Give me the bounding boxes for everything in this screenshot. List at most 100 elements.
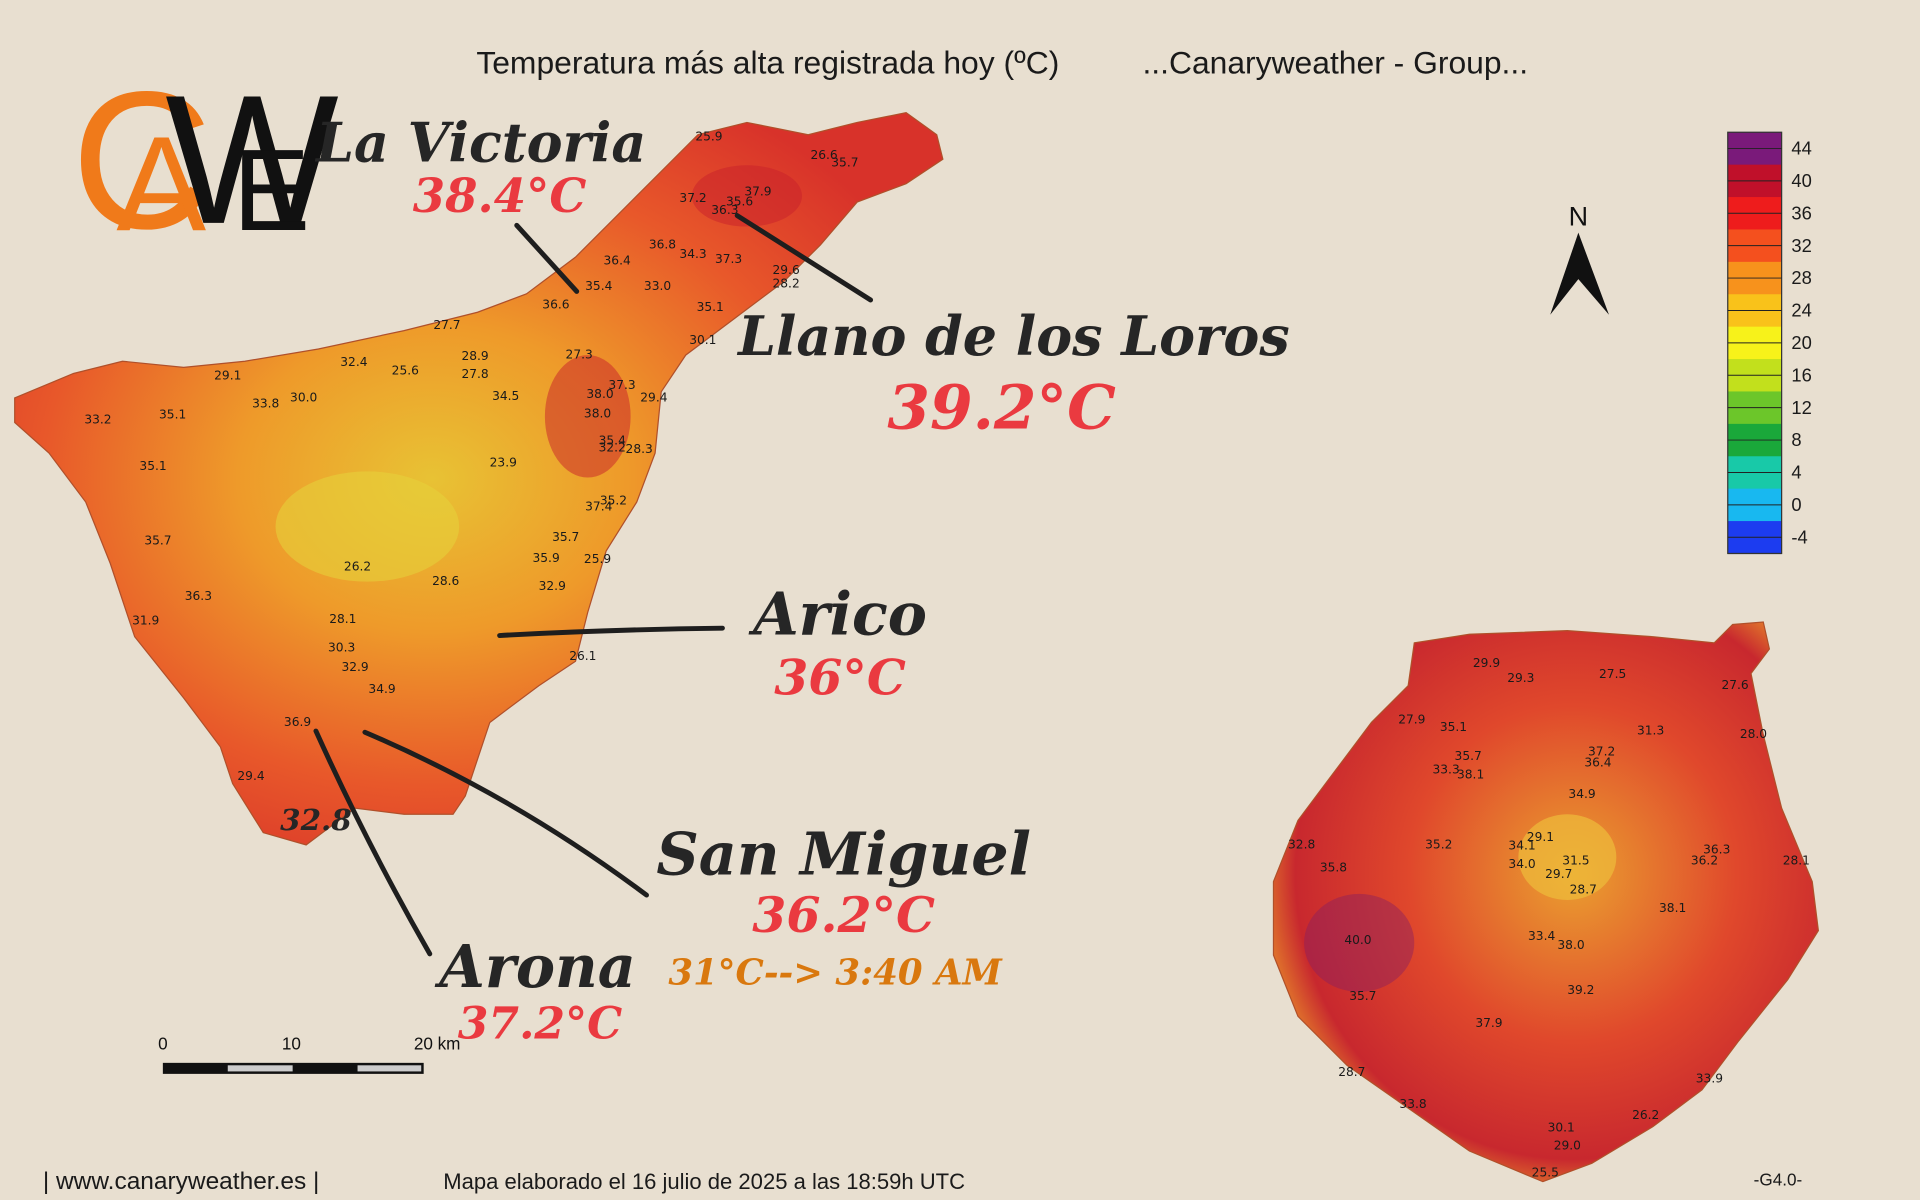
teide-area: [275, 471, 460, 582]
place-temp: 39.2°C: [887, 373, 1116, 444]
compass-arrow: [1550, 232, 1609, 315]
station-label: 28.7: [1338, 1065, 1365, 1079]
gran-canaria-island: [1272, 621, 1820, 1183]
hot-spot: [691, 165, 803, 227]
legend-tick-label: 20: [1791, 332, 1811, 353]
place-note: 31°C--> 3:40 AM: [668, 952, 1003, 993]
station-label: 31.5: [1562, 853, 1589, 867]
station-label: 37.9: [1475, 1016, 1502, 1030]
station-label: 35.4: [599, 433, 626, 447]
station-label: 35.7: [831, 155, 858, 169]
station-label: 25.5: [1532, 1166, 1559, 1180]
station-label: 31.3: [1637, 724, 1664, 738]
station-label: 27.7: [433, 318, 460, 332]
leader-line: [313, 728, 433, 957]
station-label: 26.2: [344, 559, 371, 573]
station-label: 34.3: [679, 247, 706, 261]
hot-spot: [544, 355, 631, 478]
station-label: 35.7: [1455, 749, 1482, 763]
station-label: 37.2: [1588, 744, 1615, 758]
place-name: La Victoria: [314, 111, 646, 175]
station-label: 34.5: [492, 389, 519, 403]
legend-tick-label: 32: [1791, 235, 1811, 256]
station-label: 35.6: [726, 195, 753, 209]
scale-label: 10: [282, 1033, 301, 1053]
leader-line: [514, 222, 580, 294]
leader-line: [734, 213, 874, 303]
station-label: 30.1: [689, 333, 716, 347]
group-label: ...Canaryweather - Group...: [1142, 44, 1528, 80]
station-label: 33.4: [1528, 929, 1555, 943]
station-label: 37.3: [715, 252, 742, 266]
station-label: 34.9: [1568, 787, 1595, 801]
station-label: 25.9: [584, 552, 611, 566]
station-label: 29.4: [640, 390, 667, 404]
station-label: 34.9: [368, 682, 395, 696]
place-temp: 36°C: [774, 648, 906, 706]
station-label: 38.1: [1457, 768, 1484, 782]
station-label: 29.7: [1545, 867, 1572, 881]
station-label: 36.3: [185, 589, 212, 603]
station-label: 36.2: [1691, 853, 1718, 867]
legend-tick-label: 24: [1791, 300, 1811, 321]
station-label: 35.4: [585, 279, 612, 293]
station-label: 39.2: [1567, 983, 1594, 997]
station-label: 30.3: [328, 640, 355, 654]
station-label: 27.8: [461, 367, 488, 381]
station-label: 35.7: [552, 530, 579, 544]
hot-spot: [1304, 893, 1415, 992]
station-label: 35.1: [139, 459, 166, 473]
station-label: 27.6: [1721, 678, 1748, 692]
station-label: 32.9: [539, 579, 566, 593]
station-label: 29.9: [1473, 656, 1500, 670]
scale-label: 20 km: [414, 1033, 461, 1053]
station-label: 33.8: [252, 397, 279, 411]
station-label: 29.3: [1507, 671, 1534, 685]
station-label: 37.9: [744, 185, 771, 199]
logo-letter: W: [165, 57, 338, 262]
station-label: 28.7: [1570, 883, 1597, 897]
place-name: Arico: [748, 579, 927, 648]
place-name: San Miguel: [656, 819, 1031, 888]
station-label: 37.2: [679, 191, 706, 205]
station-label: 26.1: [569, 649, 596, 663]
station-label: 36.3: [711, 203, 738, 217]
station-label: 33.2: [84, 413, 111, 427]
leader-line: [362, 729, 649, 898]
station-label: 35.2: [600, 493, 627, 507]
place-temp: 36.2°C: [752, 886, 935, 944]
station-label: 28.9: [461, 349, 488, 363]
legend-tick-label: 28: [1791, 267, 1811, 288]
station-label: 34.0: [1508, 857, 1535, 871]
station-label: 35.2: [1425, 837, 1452, 851]
logo-letter: E: [233, 125, 311, 255]
tenerife-island: [14, 112, 944, 846]
station-label: 23.9: [490, 455, 517, 469]
logo: C A W E: [71, 51, 339, 270]
station-label: 33.8: [1399, 1097, 1426, 1111]
station-label: 32.8: [280, 802, 352, 837]
footer-site: | www.canaryweather.es |: [43, 1168, 320, 1195]
station-label: 35.1: [1440, 720, 1467, 734]
station-label: 36.3: [1703, 842, 1730, 856]
station-label: 40.0: [1344, 933, 1371, 947]
place-name: Arona: [434, 932, 636, 1001]
place-temp: 38.4°C: [413, 168, 587, 223]
station-label: 26.6: [810, 148, 837, 162]
station-label: 28.3: [626, 442, 653, 456]
station-label: 36.8: [649, 237, 676, 251]
station-label: 25.9: [695, 130, 722, 144]
station-label: 38.0: [586, 387, 613, 401]
station-label: 29.4: [237, 769, 264, 783]
station-label: 35.7: [1349, 989, 1376, 1003]
station-label: 29.6: [772, 263, 799, 277]
compass-label: N: [1569, 201, 1588, 231]
station-label: 29.1: [1527, 830, 1554, 844]
legend-tick-label: 44: [1791, 138, 1811, 159]
leader-line: [497, 625, 725, 638]
scale-bar-segment: [357, 1065, 422, 1072]
station-label: 35.1: [697, 300, 724, 314]
